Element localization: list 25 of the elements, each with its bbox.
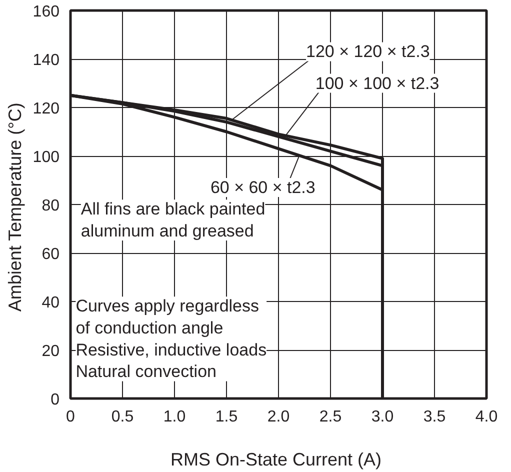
x-tick-label: 1.0 (163, 408, 186, 426)
y-tick-label: 0 (50, 392, 60, 408)
y-tick-label: 140 (32, 52, 60, 69)
text: 100 × 100 × t2.3 (315, 74, 440, 93)
y-tick-label: 80 (42, 198, 60, 214)
x-axis-title: RMS On-State Current (A) (170, 450, 382, 470)
x-tick-label: 2.0 (267, 408, 290, 426)
x-tick-label: 3.5 (423, 408, 446, 426)
x-tick-label: 2.5 (319, 408, 342, 426)
y-tick-label: 120 (32, 100, 60, 118)
y-tick-label: 40 (42, 294, 60, 312)
text: 120 × 120 × t2.3 (306, 42, 430, 62)
x-tick-label: 4.0 (475, 408, 498, 426)
x-tick-label: 0.5 (111, 408, 134, 426)
y-tick-label: 20 (42, 343, 60, 360)
y-tick-label: 60 (42, 246, 60, 263)
annotation: Curves apply regardless of conduction angle Resistive, inductive loads Natural convection (76, 296, 267, 382)
y-tick-label: 100 (32, 149, 60, 166)
x-tick-label: 0 (66, 408, 76, 426)
x-tick-label: 1.5 (215, 408, 238, 426)
y-tick-label: 160 (32, 4, 60, 20)
x-tick-label: 3.0 (371, 408, 394, 426)
legend-label: 60 × 60 × t2.3 (210, 178, 316, 198)
annotation: All fins are black painted aluminum and greased (80, 200, 266, 240)
y-axis-title: Ambient Temperature (°C) (4, 102, 25, 312)
